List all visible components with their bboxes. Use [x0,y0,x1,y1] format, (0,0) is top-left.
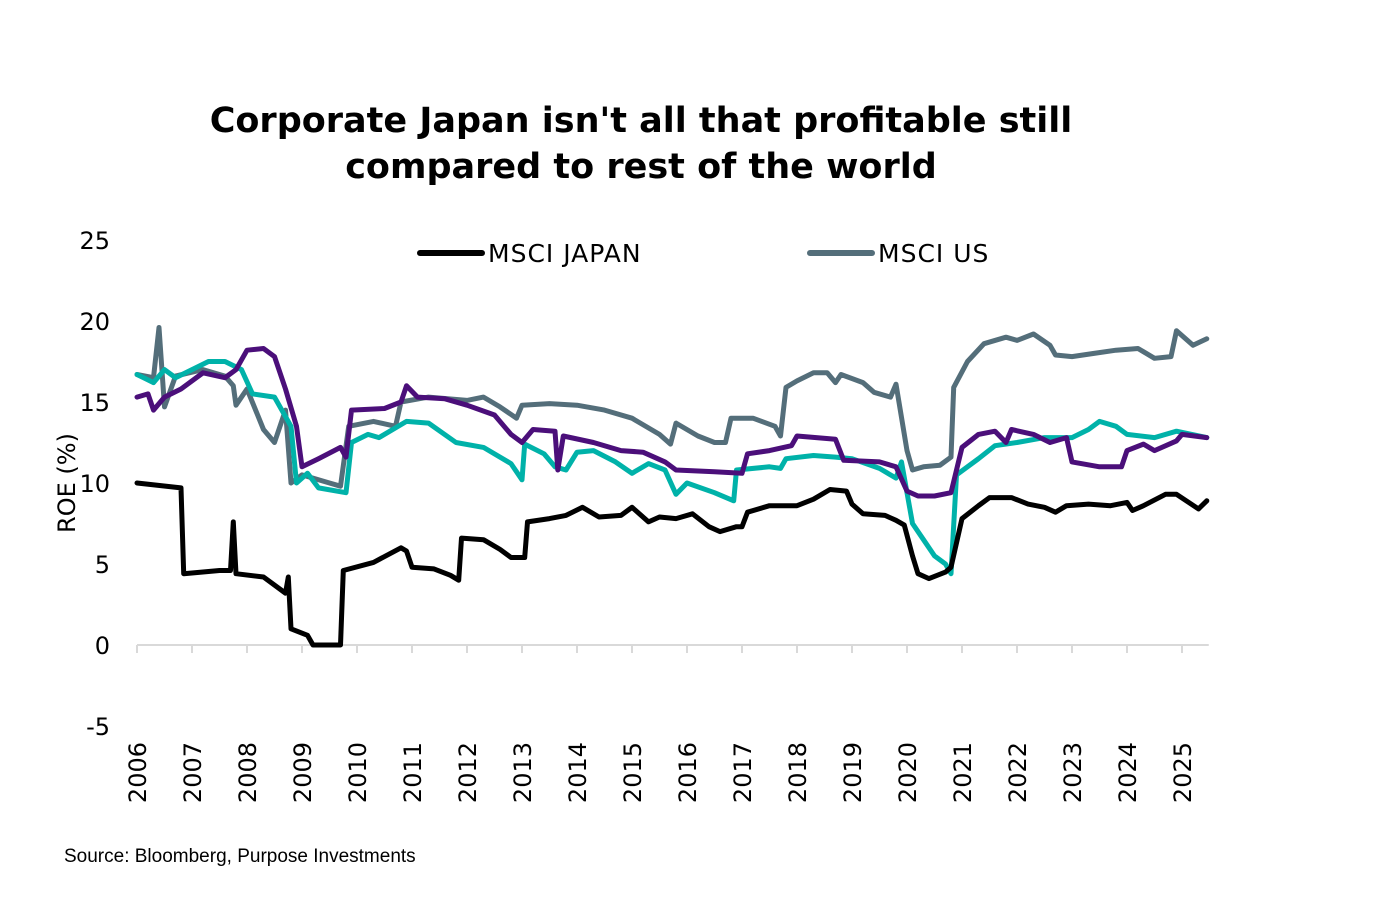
y-tick-label: 15 [79,389,110,417]
chart-title-line-2: compared to rest of the world [345,147,937,187]
legend-item: MSCI US [807,239,989,268]
x-tick-label: 2023 [1059,742,1087,803]
x-tick-label: 2022 [1004,742,1032,803]
x-tick-label: 2020 [894,742,922,803]
legend-label: MSCI JAPAN [488,239,642,268]
x-tick-label: 2009 [289,742,317,803]
chart-title: Corporate Japan isn't all that profitabl… [0,98,1282,190]
series-lines [134,325,1210,648]
legend-item: MSCI JAPAN [417,239,642,268]
y-tick-label: 20 [79,308,110,336]
x-tick-label: 2006 [124,742,152,803]
y-axis-ticks: 25 20 15 10 5 0 -5 [79,227,110,741]
x-tick-label: 2018 [784,742,812,803]
x-tick-label: 2011 [399,742,427,803]
series-line-0 [134,325,1210,489]
x-tick-label: 2012 [454,742,482,803]
x-tick-label: 2008 [234,742,262,803]
x-tick-label: 2016 [674,742,702,803]
y-tick-label: 10 [79,470,110,498]
x-tick-label: 2014 [564,742,592,803]
chart-title-line-1: Corporate Japan isn't all that profitabl… [209,101,1073,141]
x-axis: 2006 2007 2008 2009 2010 2011 2012 2013 2014 2015… [124,644,1209,803]
x-tick-label: 2024 [1114,742,1142,803]
y-tick-label: 25 [79,227,110,255]
y-axis-label: ROE (%) [53,433,81,533]
x-tick-label: 2019 [839,742,867,803]
series-line-1 [134,359,1210,577]
x-tick-label: 2015 [619,742,647,803]
series-line-2 [134,346,1210,499]
x-tick-label: 2010 [344,742,372,803]
x-tick-label: 2025 [1169,742,1197,803]
source-note: Source: Bloomberg, Purpose Investments [64,846,416,867]
x-tick-label: 2021 [949,742,977,803]
x-tick-label: 2013 [509,742,537,803]
x-tick-label: 2007 [179,742,207,803]
legend-label: MSCI US [878,239,989,268]
x-tick-label: 2017 [729,742,757,803]
y-tick-label: -5 [86,713,110,741]
legend: MSCI JAPAN MSCI US [417,239,989,268]
series-line-3 [134,480,1210,648]
y-tick-label: 0 [95,632,110,660]
y-tick-label: 5 [95,551,110,579]
